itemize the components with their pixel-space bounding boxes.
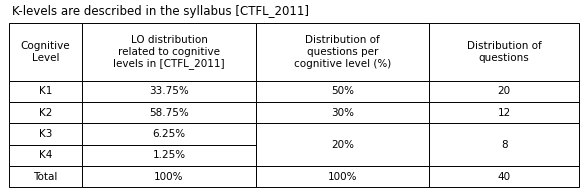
Text: 12: 12 (497, 108, 511, 118)
Text: K2: K2 (39, 108, 52, 118)
Text: 33.75%: 33.75% (149, 86, 189, 96)
Text: 100%: 100% (328, 172, 358, 182)
Bar (9, 123, 82, 145)
Bar (429, 123, 579, 166)
Bar (82, 102, 256, 123)
Text: Distribution of
questions per
cognitive level (%): Distribution of questions per cognitive … (294, 35, 391, 69)
Bar (429, 81, 579, 102)
Text: K4: K4 (39, 150, 52, 160)
Bar (429, 102, 579, 123)
Bar (82, 23, 256, 81)
Text: K-levels are described in the syllabus [CTFL_2011]: K-levels are described in the syllabus [… (12, 5, 309, 18)
Text: LO distribution
related to cognitive
levels in [CTFL_2011]: LO distribution related to cognitive lev… (113, 35, 225, 69)
Text: 6.25%: 6.25% (152, 129, 186, 139)
Bar (429, 166, 579, 187)
Text: Cognitive
Level: Cognitive Level (21, 41, 71, 63)
Bar (82, 81, 256, 102)
Bar (256, 23, 429, 81)
Bar (256, 145, 429, 166)
Text: 30%: 30% (331, 108, 354, 118)
Text: 20%: 20% (331, 140, 354, 150)
Text: 8: 8 (501, 140, 507, 150)
Bar (9, 145, 82, 166)
Bar (82, 166, 256, 187)
Bar (429, 145, 579, 166)
Bar (82, 145, 256, 166)
Bar (256, 102, 429, 123)
Text: 100%: 100% (154, 172, 184, 182)
Text: K1: K1 (39, 86, 52, 96)
Text: 20: 20 (497, 86, 511, 96)
Text: 58.75%: 58.75% (149, 108, 189, 118)
Bar (9, 81, 82, 102)
Text: Distribution of
questions: Distribution of questions (467, 41, 542, 63)
Bar (256, 166, 429, 187)
Bar (256, 81, 429, 102)
Bar (429, 123, 579, 145)
Bar (9, 166, 82, 187)
Bar (9, 23, 82, 81)
Text: 1.25%: 1.25% (152, 150, 186, 160)
Bar (256, 123, 429, 145)
Bar (256, 123, 429, 166)
Text: 50%: 50% (331, 86, 354, 96)
Bar (82, 123, 256, 145)
Bar (429, 23, 579, 81)
Text: Total: Total (34, 172, 58, 182)
Bar (9, 102, 82, 123)
Text: K3: K3 (39, 129, 52, 139)
Text: 40: 40 (497, 172, 511, 182)
